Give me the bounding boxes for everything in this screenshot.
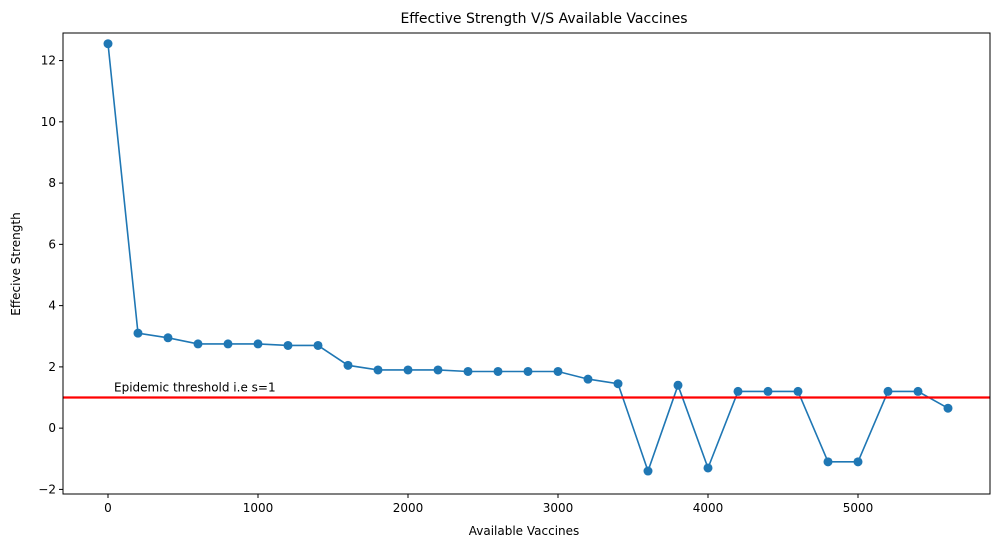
data-point (313, 340, 323, 350)
data-point (493, 366, 503, 376)
x-tick-label: 5000 (843, 501, 874, 515)
data-point (883, 386, 893, 396)
data-point (463, 366, 473, 376)
data-point (943, 403, 953, 413)
data-point (643, 466, 653, 476)
data-point (283, 340, 293, 350)
series-line (107, 43, 949, 474)
data-point (853, 457, 863, 467)
x-tick-label: 2000 (393, 501, 424, 515)
data-point (433, 365, 443, 375)
y-tick-label: 12 (41, 54, 56, 68)
data-point (613, 379, 623, 389)
chart-title: Effective Strength V/S Available Vaccine… (400, 11, 687, 27)
y-tick-label: 8 (48, 176, 56, 190)
data-point (913, 386, 923, 396)
data-point (223, 339, 233, 349)
plot-area: 0 1000 2000 3000 4000 5000 −2 0 2 4 6 8 10 12 Epidemic… (38, 32, 991, 515)
y-axis-label: Effecive Strength (9, 212, 23, 315)
x-tick-label: 0 (104, 501, 112, 515)
y-tick-label: 6 (48, 237, 56, 251)
data-point (553, 366, 563, 376)
y-tick-label: 10 (41, 115, 56, 129)
x-tick-label: 3000 (543, 501, 574, 515)
y-tick-label: 0 (48, 421, 56, 435)
x-tick-label: 4000 (693, 501, 724, 515)
data-point (403, 365, 413, 375)
data-point (253, 339, 263, 349)
data-point (583, 374, 593, 384)
data-point (733, 386, 743, 396)
data-point (703, 463, 713, 473)
data-point (103, 39, 113, 49)
y-tick-label: −2 (38, 482, 56, 496)
data-point (133, 328, 143, 338)
data-point (763, 386, 773, 396)
y-tick-label: 4 (48, 299, 56, 313)
data-point (673, 380, 683, 390)
data-point (793, 386, 803, 396)
x-tick-label: 1000 (243, 501, 274, 515)
x-axis-label: Available Vaccines (469, 524, 580, 538)
data-point (373, 365, 383, 375)
data-point (523, 366, 533, 376)
data-point (163, 333, 173, 343)
y-tick-label: 2 (48, 360, 56, 374)
data-point (193, 339, 203, 349)
axes-frame (62, 32, 991, 495)
data-point (823, 457, 833, 467)
threshold-annotation: Epidemic threshold i.e s=1 (114, 381, 276, 395)
data-point (343, 360, 353, 370)
